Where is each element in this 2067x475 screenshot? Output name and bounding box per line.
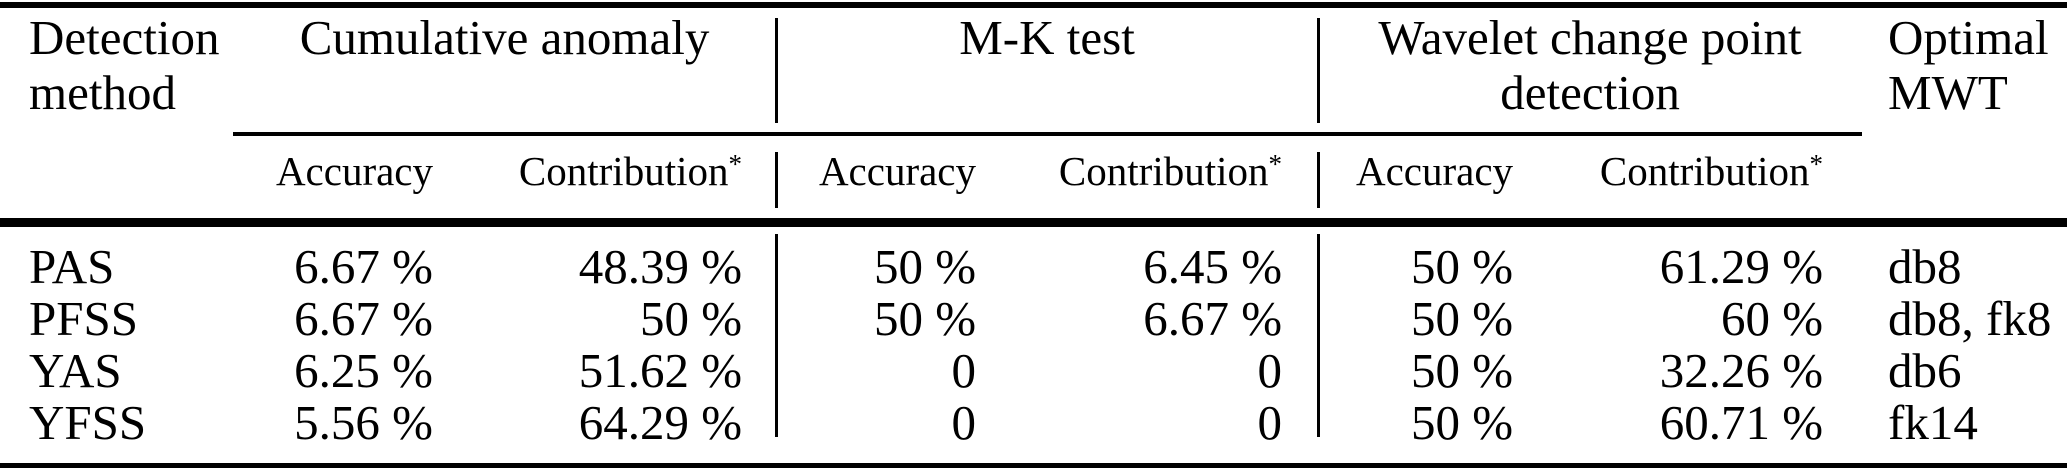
column-divider [775,152,778,208]
results-table: Detection method Cumulative anomaly M-K … [0,8,2067,448]
cell-mk-accuracy: 0 [951,394,977,450]
table-row: YAS 6.25 % 51.62 % 0 0 50 % 32.26 % db6 [0,344,2067,396]
cell-wavelet-contribution: 61.29 % [1659,238,1824,294]
empty-cell [0,132,233,227]
cell-ca-contribution: 51.62 % [578,342,743,398]
column-divider [1317,152,1320,208]
subheader-row: Accuracy Contribution* Accuracy Contribu… [0,132,2067,227]
cell-optimal-mwt: fk14 [1888,394,1978,450]
cell-mk-contribution: 6.67 % [1143,290,1283,346]
footnote-marker: * [1268,148,1283,179]
group-header-cumulative-anomaly: Cumulative anomaly [299,10,710,65]
subheader-ca-accuracy: Accuracy [275,148,433,194]
header-line: Optimal [1888,10,2049,65]
header-body-rule [0,218,2067,227]
header-line: method [29,65,176,120]
cell-method: YAS [29,342,122,398]
cell-optimal-mwt: db8, fk8 [1888,290,2052,346]
subheader-wavelet-accuracy: Accuracy [1355,148,1514,194]
subheader-label: Contribution [1599,148,1810,194]
header-line: MWT [1888,65,2008,120]
top-rule [0,2,2067,8]
cell-wavelet-contribution: 32.26 % [1659,342,1824,398]
cell-wavelet-accuracy: 50 % [1410,394,1514,450]
cell-wavelet-contribution: 60 % [1720,290,1824,346]
cell-ca-contribution: 64.29 % [578,394,743,450]
footnote-marker: * [1809,148,1824,179]
cell-wavelet-accuracy: 50 % [1410,290,1514,346]
group-header-mk-test: M-K test [959,10,1135,65]
cell-method: YFSS [29,394,147,450]
header-line: Wavelet change point [1378,10,1802,65]
cell-method: PAS [29,238,115,294]
cell-wavelet-accuracy: 50 % [1410,342,1514,398]
bottom-rule [0,463,2067,468]
column-divider [1317,18,1320,123]
cell-mk-accuracy: 0 [951,342,977,398]
header-line: detection [1500,65,1680,120]
column-header-optimal-mwt: Optimal MWT [1862,8,2067,132]
subheader-mk-contribution: Contribution* [991,132,1318,227]
cell-mk-contribution: 0 [1257,394,1283,450]
column-divider [775,18,778,123]
cell-mk-accuracy: 50 % [873,290,977,346]
footnote-marker: * [728,148,743,179]
cell-method: PFSS [29,290,139,346]
group-header-row: Detection method Cumulative anomaly M-K … [0,8,2067,132]
table-row: YFSS 5.56 % 64.29 % 0 0 50 % 60.71 % fk1… [0,396,2067,448]
group-header-wavelet-change-point-detection: Wavelet change point detection [1318,8,1862,132]
cell-ca-accuracy: 5.56 % [294,394,433,450]
empty-cell [1862,132,2067,227]
cell-ca-accuracy: 6.67 % [294,290,433,346]
cell-mk-accuracy: 50 % [873,238,977,294]
table-row: PAS 6.67 % 48.39 % 50 % 6.45 % 50 % 61.2… [0,240,2067,292]
subheader-label: Contribution [518,148,729,194]
column-divider [775,234,778,437]
table-row: PFSS 6.67 % 50 % 50 % 6.67 % 50 % 60 % d… [0,292,2067,344]
cell-wavelet-accuracy: 50 % [1410,238,1514,294]
cell-ca-accuracy: 6.67 % [294,238,433,294]
subheader-ca-contribution: Contribution* [448,132,776,227]
cell-optimal-mwt: db6 [1888,342,1962,398]
column-divider [1317,234,1320,437]
cell-mk-contribution: 0 [1257,342,1283,398]
subheader-label: Contribution [1058,148,1269,194]
subheader-mid-rule [233,132,1862,136]
cell-mk-contribution: 6.45 % [1143,238,1283,294]
cell-ca-contribution: 48.39 % [578,238,743,294]
cell-ca-contribution: 50 % [639,290,743,346]
subheader-mk-accuracy: Accuracy [818,148,977,194]
cell-wavelet-contribution: 60.71 % [1659,394,1824,450]
header-line: Detection [29,10,220,65]
subheader-wavelet-contribution: Contribution* [1528,132,1862,227]
cell-optimal-mwt: db8 [1888,238,1962,294]
cell-ca-accuracy: 6.25 % [294,342,433,398]
column-header-detection-method: Detection method [0,8,233,132]
